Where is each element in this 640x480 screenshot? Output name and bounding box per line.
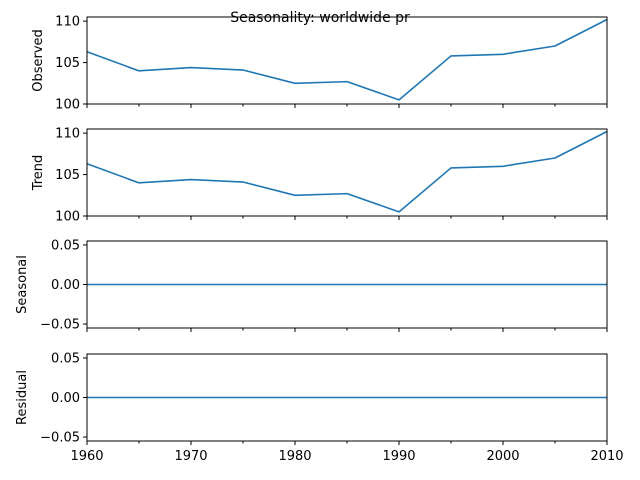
- y-axis-label: Trend: [31, 155, 46, 192]
- y-axis-label: Residual: [15, 370, 30, 425]
- y-tick-label: −0.05: [40, 318, 80, 333]
- series-line-trend: [86, 130, 608, 213]
- x-tick-label: 2010: [590, 449, 623, 464]
- panel-residual: −0.05 0.00 0.05 Residual 1960 1970 1980 1990 200…: [15, 351, 624, 464]
- y-tick-label: 110: [55, 127, 80, 142]
- y-tick-label: 105: [55, 168, 80, 183]
- y-tick-label: 100: [55, 98, 80, 113]
- x-tick-label: 1980: [278, 449, 311, 464]
- x-tick-label: 2000: [486, 449, 519, 464]
- y-axis-label: Observed: [31, 29, 46, 92]
- series-line-observed: [86, 18, 608, 101]
- y-tick-label: 0.05: [51, 238, 80, 253]
- axes-frame: [86, 128, 608, 217]
- chart-title: Seasonality: worldwide pr: [230, 10, 410, 26]
- y-axis-label: Seasonal: [15, 255, 30, 314]
- panel-observed: 100 105 110 Observed: [31, 15, 608, 113]
- y-tick-label: 110: [55, 15, 80, 30]
- panel-trend: 100 105 110 Trend: [31, 127, 608, 225]
- axes-frame: [86, 16, 608, 105]
- y-tick-label: −0.05: [40, 431, 80, 446]
- y-tick-label: 100: [55, 210, 80, 225]
- y-tick-label: 105: [55, 56, 80, 71]
- panels: 100 105 110 Observed 100 105 110 Trend −0.05 0.00…: [15, 15, 624, 464]
- x-tick-label: 1960: [70, 449, 103, 464]
- y-tick-label: 0.00: [51, 278, 80, 293]
- panel-seasonal: −0.05 0.00 0.05 Seasonal: [15, 238, 608, 333]
- x-tick-label: 1970: [174, 449, 207, 464]
- y-tick-label: 0.05: [51, 351, 80, 366]
- y-tick-label: 0.00: [51, 391, 80, 406]
- x-tick-label: 1990: [382, 449, 415, 464]
